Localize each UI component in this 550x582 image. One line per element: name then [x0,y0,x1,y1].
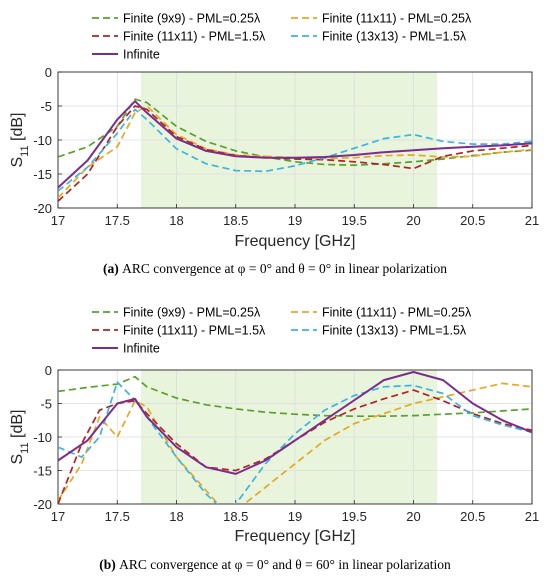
legend-label-2: Finite (11x11) - PML=0.25λ [322,306,472,320]
x-tick-label: 21 [525,213,539,228]
legend-label-5: Infinite [123,342,160,356]
y-axis-label: S11 [dB] [9,410,31,465]
x-tick-label: 17 [51,213,65,228]
legend-label-1: Finite (9x9) - PML=0.25λ [123,12,261,26]
x-tick-label: 17.5 [105,509,130,524]
x-tick-label: 19 [288,213,302,228]
legend: Finite (9x9) - PML=0.25λ Finite (11x11) -… [92,12,472,62]
chart-panel-1: 17 17.5 18 18.5 19 19.5 20 20.5 21 -20 -15 -10 -5 0 Fr… [9,12,539,277]
y-tick-label: 0 [45,65,52,80]
x-axis-label: Frequency [GHz] [235,233,356,250]
y-axis-label: S11 [dB] [9,113,31,168]
legend-label-2: Finite (11x11) - PML=0.25λ [322,12,472,26]
y-tick-label: -20 [33,201,52,216]
legend-label-5: Infinite [123,48,160,62]
x-tick-label: 17.5 [105,213,130,228]
x-tick-label: 19 [288,509,302,524]
y-tick-label: -10 [33,133,52,148]
x-tick-label: 18 [169,213,183,228]
y-tick-label: -20 [33,497,52,512]
x-tick-label: 17 [51,509,65,524]
series-line-5 [58,371,532,475]
x-tick-label: 18.5 [223,213,248,228]
legend-label-4: Finite (13x13) - PML=1.5λ [322,324,467,338]
x-tick-label: 19.5 [342,213,367,228]
series-line-4 [58,381,532,504]
x-tick-label: 20 [406,509,420,524]
legend-label-3: Finite (11x11) - PML=1.5λ [123,30,266,44]
x-tick-label: 18.5 [223,509,248,524]
x-axis-label: Frequency [GHz] [235,528,356,545]
legend: Finite (9x9) - PML=0.25λ Finite (11x11) -… [92,306,472,356]
y-tick-label: -10 [33,430,52,445]
series-line-3 [58,105,532,202]
figure-caption: (b) ARC convergence at φ = 0° and θ = 60… [99,557,451,572]
x-tick-label: 19.5 [342,509,367,524]
y-tick-label: -5 [40,99,52,114]
series-line-2 [58,382,532,504]
y-tick-label: -15 [33,464,52,479]
y-tick-label: 0 [45,363,52,378]
x-tick-label: 20.5 [460,509,485,524]
legend-label-1: Finite (9x9) - PML=0.25λ [123,306,261,320]
chart-panel-2: 17 17.5 18 18.5 19 19.5 20 20.5 21 -20 -15 -10 -5 0 Fr… [9,306,539,573]
series-line-1 [58,375,532,418]
x-tick-label: 21 [525,509,539,524]
y-tick-label: -15 [33,167,52,182]
series-group [58,371,532,504]
y-tick-label: -5 [40,397,52,412]
series-line-4 [58,108,532,192]
legend-label-4: Finite (13x13) - PML=1.5λ [322,30,467,44]
series-line-5 [58,100,532,189]
figure-caption: (a) ARC convergence at φ = 0° and θ = 0°… [103,261,447,276]
x-tick-label: 18 [169,509,183,524]
series-group [58,98,532,202]
legend-label-3: Finite (11x11) - PML=1.5λ [123,324,266,338]
x-tick-label: 20.5 [460,213,485,228]
x-tick-label: 20 [406,213,420,228]
